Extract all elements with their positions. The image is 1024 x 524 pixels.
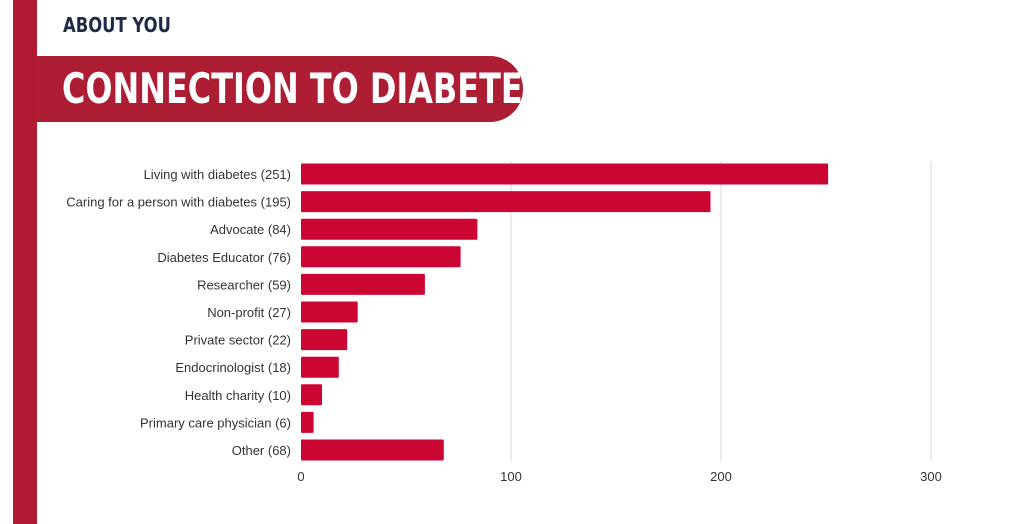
- category-label: Health charity (10): [185, 388, 291, 403]
- bar: [301, 356, 339, 378]
- page-title: CONNECTION TO DIABETES: [62, 64, 546, 113]
- category-label: Primary care physician (6): [140, 415, 291, 430]
- bar: [301, 411, 314, 433]
- category-label: Other (68): [232, 443, 291, 458]
- bar: [301, 301, 358, 323]
- category-label: Private sector (22): [185, 333, 291, 348]
- category-label: Advocate (84): [210, 222, 291, 237]
- x-tick-label: 300: [920, 469, 942, 484]
- bar: [301, 439, 444, 461]
- title-banner: [37, 56, 523, 122]
- left-accent-band: [13, 0, 37, 524]
- bar: [301, 246, 461, 268]
- category-label: Researcher (59): [197, 277, 291, 292]
- category-label: Living with diabetes (251): [144, 167, 291, 182]
- bar: [301, 329, 348, 351]
- bar: [301, 163, 829, 185]
- x-tick-label: 100: [500, 469, 522, 484]
- x-tick-label: 200: [710, 469, 732, 484]
- category-label: Caring for a person with diabetes (195): [66, 195, 291, 210]
- x-tick-label: 0: [297, 469, 304, 484]
- bar: [301, 384, 322, 406]
- bar: [301, 191, 711, 213]
- section-label: ABOUT YOU: [63, 13, 171, 37]
- category-label: Diabetes Educator (76): [157, 250, 291, 265]
- bar: [301, 273, 425, 295]
- bar: [301, 218, 478, 240]
- category-label: Endocrinologist (18): [175, 360, 291, 375]
- category-label: Non-profit (27): [207, 305, 291, 320]
